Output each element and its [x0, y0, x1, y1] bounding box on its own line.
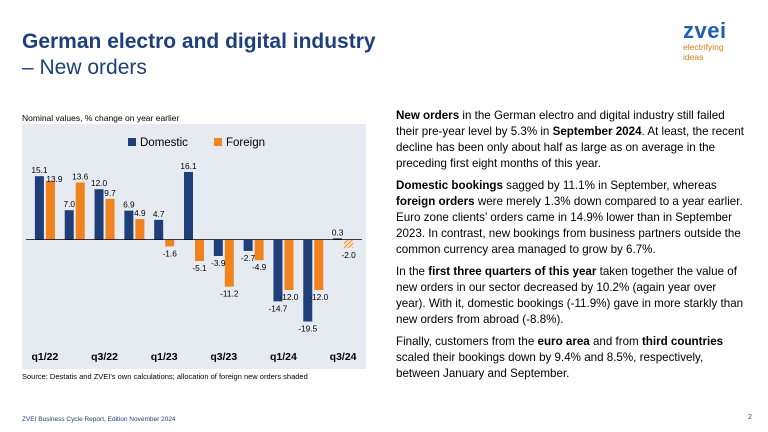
x-tick-label-0: q1/22 [31, 351, 58, 363]
bar-foreign-8 [284, 239, 294, 290]
x-tick-label-4: q1/23 [151, 351, 178, 363]
bar-foreign-0 [45, 181, 55, 240]
data-label-foreign-4: -1.6 [163, 248, 178, 258]
bar-domestic-0 [34, 176, 44, 240]
data-label-domestic-6: -3.9 [211, 258, 226, 268]
p1-run-1: in the German electro and digital indust… [396, 109, 725, 138]
x-tick-label-6: q3/23 [210, 351, 237, 363]
data-label-foreign-8: -12.0 [279, 292, 298, 302]
paragraph-4: Finally, customers from the euro area an… [396, 334, 744, 382]
legend-swatch-foreign [214, 138, 222, 146]
bar-domestic-5 [184, 171, 193, 240]
bar-domestic-7 [243, 239, 253, 251]
data-label-foreign-9: -12.0 [309, 292, 328, 302]
data-label-domestic-9: -19.5 [298, 324, 317, 334]
bar-domestic-10 [333, 238, 343, 240]
p3-run-2: taken together the value of new orders i… [396, 265, 744, 326]
data-label-domestic-5: 16.1 [180, 161, 197, 171]
chart-note: Nominal values, % change on year earlier [22, 113, 180, 123]
orders-chart: Domestic Foreign 15.113.9 q1/22 7.0 13.612.09… [22, 124, 366, 369]
data-label-domestic-7: -2.7 [241, 253, 256, 263]
bar-domestic-9 [303, 239, 313, 322]
x-tick-label-8: q1/24 [270, 351, 297, 363]
data-label-foreign-7: -4.9 [252, 262, 267, 272]
page-subtitle: – New orders [22, 56, 147, 79]
footer-text: ZVEI Business Cycle Report, Edition Nove… [22, 416, 176, 423]
data-label-foreign-0: 13.9 [46, 174, 63, 184]
bar-domestic-6 [213, 239, 223, 256]
paragraph-3: In the first three quarters of this year… [396, 264, 744, 328]
data-label-domestic-10: 0.3 [332, 227, 344, 237]
bar-foreign-9 [314, 239, 324, 290]
x-tick-label-2: q3/22 [91, 351, 118, 363]
p3-run-0: In the [396, 265, 429, 278]
bar-domestic-4 [154, 219, 164, 240]
bar-domestic-1 [64, 210, 74, 240]
p2-run-0: Domestic bookings [396, 179, 503, 192]
zvei-logo: zvei electrifying ideas [683, 20, 753, 62]
logo-tagline-1: electrifying [683, 42, 724, 52]
bar-foreign-10 [344, 239, 354, 248]
legend-label-domestic: Domestic [140, 137, 188, 149]
bar-foreign-1 [75, 182, 85, 240]
bar-foreign-2 [105, 198, 115, 240]
data-label-domestic-2: 12.0 [91, 178, 108, 188]
data-label-foreign-10: -2.0 [341, 250, 356, 260]
p1-run-2: September 2024 [552, 125, 642, 138]
data-label-domestic-1: 7.0 [63, 199, 75, 209]
legend-label-foreign: Foreign [226, 137, 265, 149]
p3-run-1: first three quarters of this year [428, 265, 597, 278]
p4-run-4: scaled their bookings down by 9.4% and 8… [396, 351, 704, 380]
paragraph-1: New orders in the German electro and dig… [396, 108, 744, 172]
p4-run-2: and from [589, 335, 642, 348]
data-label-foreign-6: -11.2 [220, 289, 239, 299]
p4-run-0: Finally, customers from the [396, 335, 538, 348]
p4-run-3: third countries [641, 335, 724, 348]
bar-foreign-7 [254, 239, 264, 261]
legend-swatch-domestic [128, 138, 136, 146]
page-number: 2 [748, 414, 752, 421]
data-label-foreign-2: 9.7 [104, 188, 116, 198]
page-title: German electro and digital industry [22, 30, 376, 53]
bar-domestic-8 [273, 239, 283, 302]
data-label-foreign-1: 13.6 [72, 171, 89, 181]
p2-run-2: foreign orders [396, 195, 475, 208]
bar-foreign-6 [224, 239, 234, 287]
x-tick-label-10: q3/24 [330, 351, 357, 363]
data-label-domestic-8: -14.7 [268, 303, 287, 313]
paragraph-2: Domestic bookings sagged by 11.1% in Sep… [396, 178, 744, 258]
logo-tagline-2: ideas [683, 52, 704, 62]
bar-foreign-5 [195, 239, 204, 262]
p2-run-3: were merely 1.3% down compared to a year… [396, 195, 743, 256]
data-label-domestic-4: 4.7 [153, 209, 165, 219]
p2-run-1: sagged by 11.1% in September, whereas [502, 179, 717, 192]
logo-word: zvei [683, 18, 727, 43]
bar-domestic-3 [124, 210, 134, 240]
commentary-text: New orders in the German electro and dig… [396, 108, 744, 388]
source-note: Source: Destatis and ZVEI's own calculat… [22, 372, 308, 381]
p1-run-3: . At least, the recent decline has been … [396, 125, 745, 170]
data-label-foreign-5: -5.1 [192, 263, 207, 273]
data-label-foreign-3: 4.9 [134, 208, 146, 218]
bar-domestic-2 [94, 189, 104, 240]
data-label-domestic-0: 15.1 [31, 165, 48, 175]
p4-run-1: euro area [537, 335, 590, 348]
data-label-domestic-3: 6.9 [123, 200, 135, 210]
bar-foreign-3 [135, 219, 145, 240]
bar-foreign-4 [165, 239, 175, 247]
p1-run-0: New orders [396, 109, 460, 122]
